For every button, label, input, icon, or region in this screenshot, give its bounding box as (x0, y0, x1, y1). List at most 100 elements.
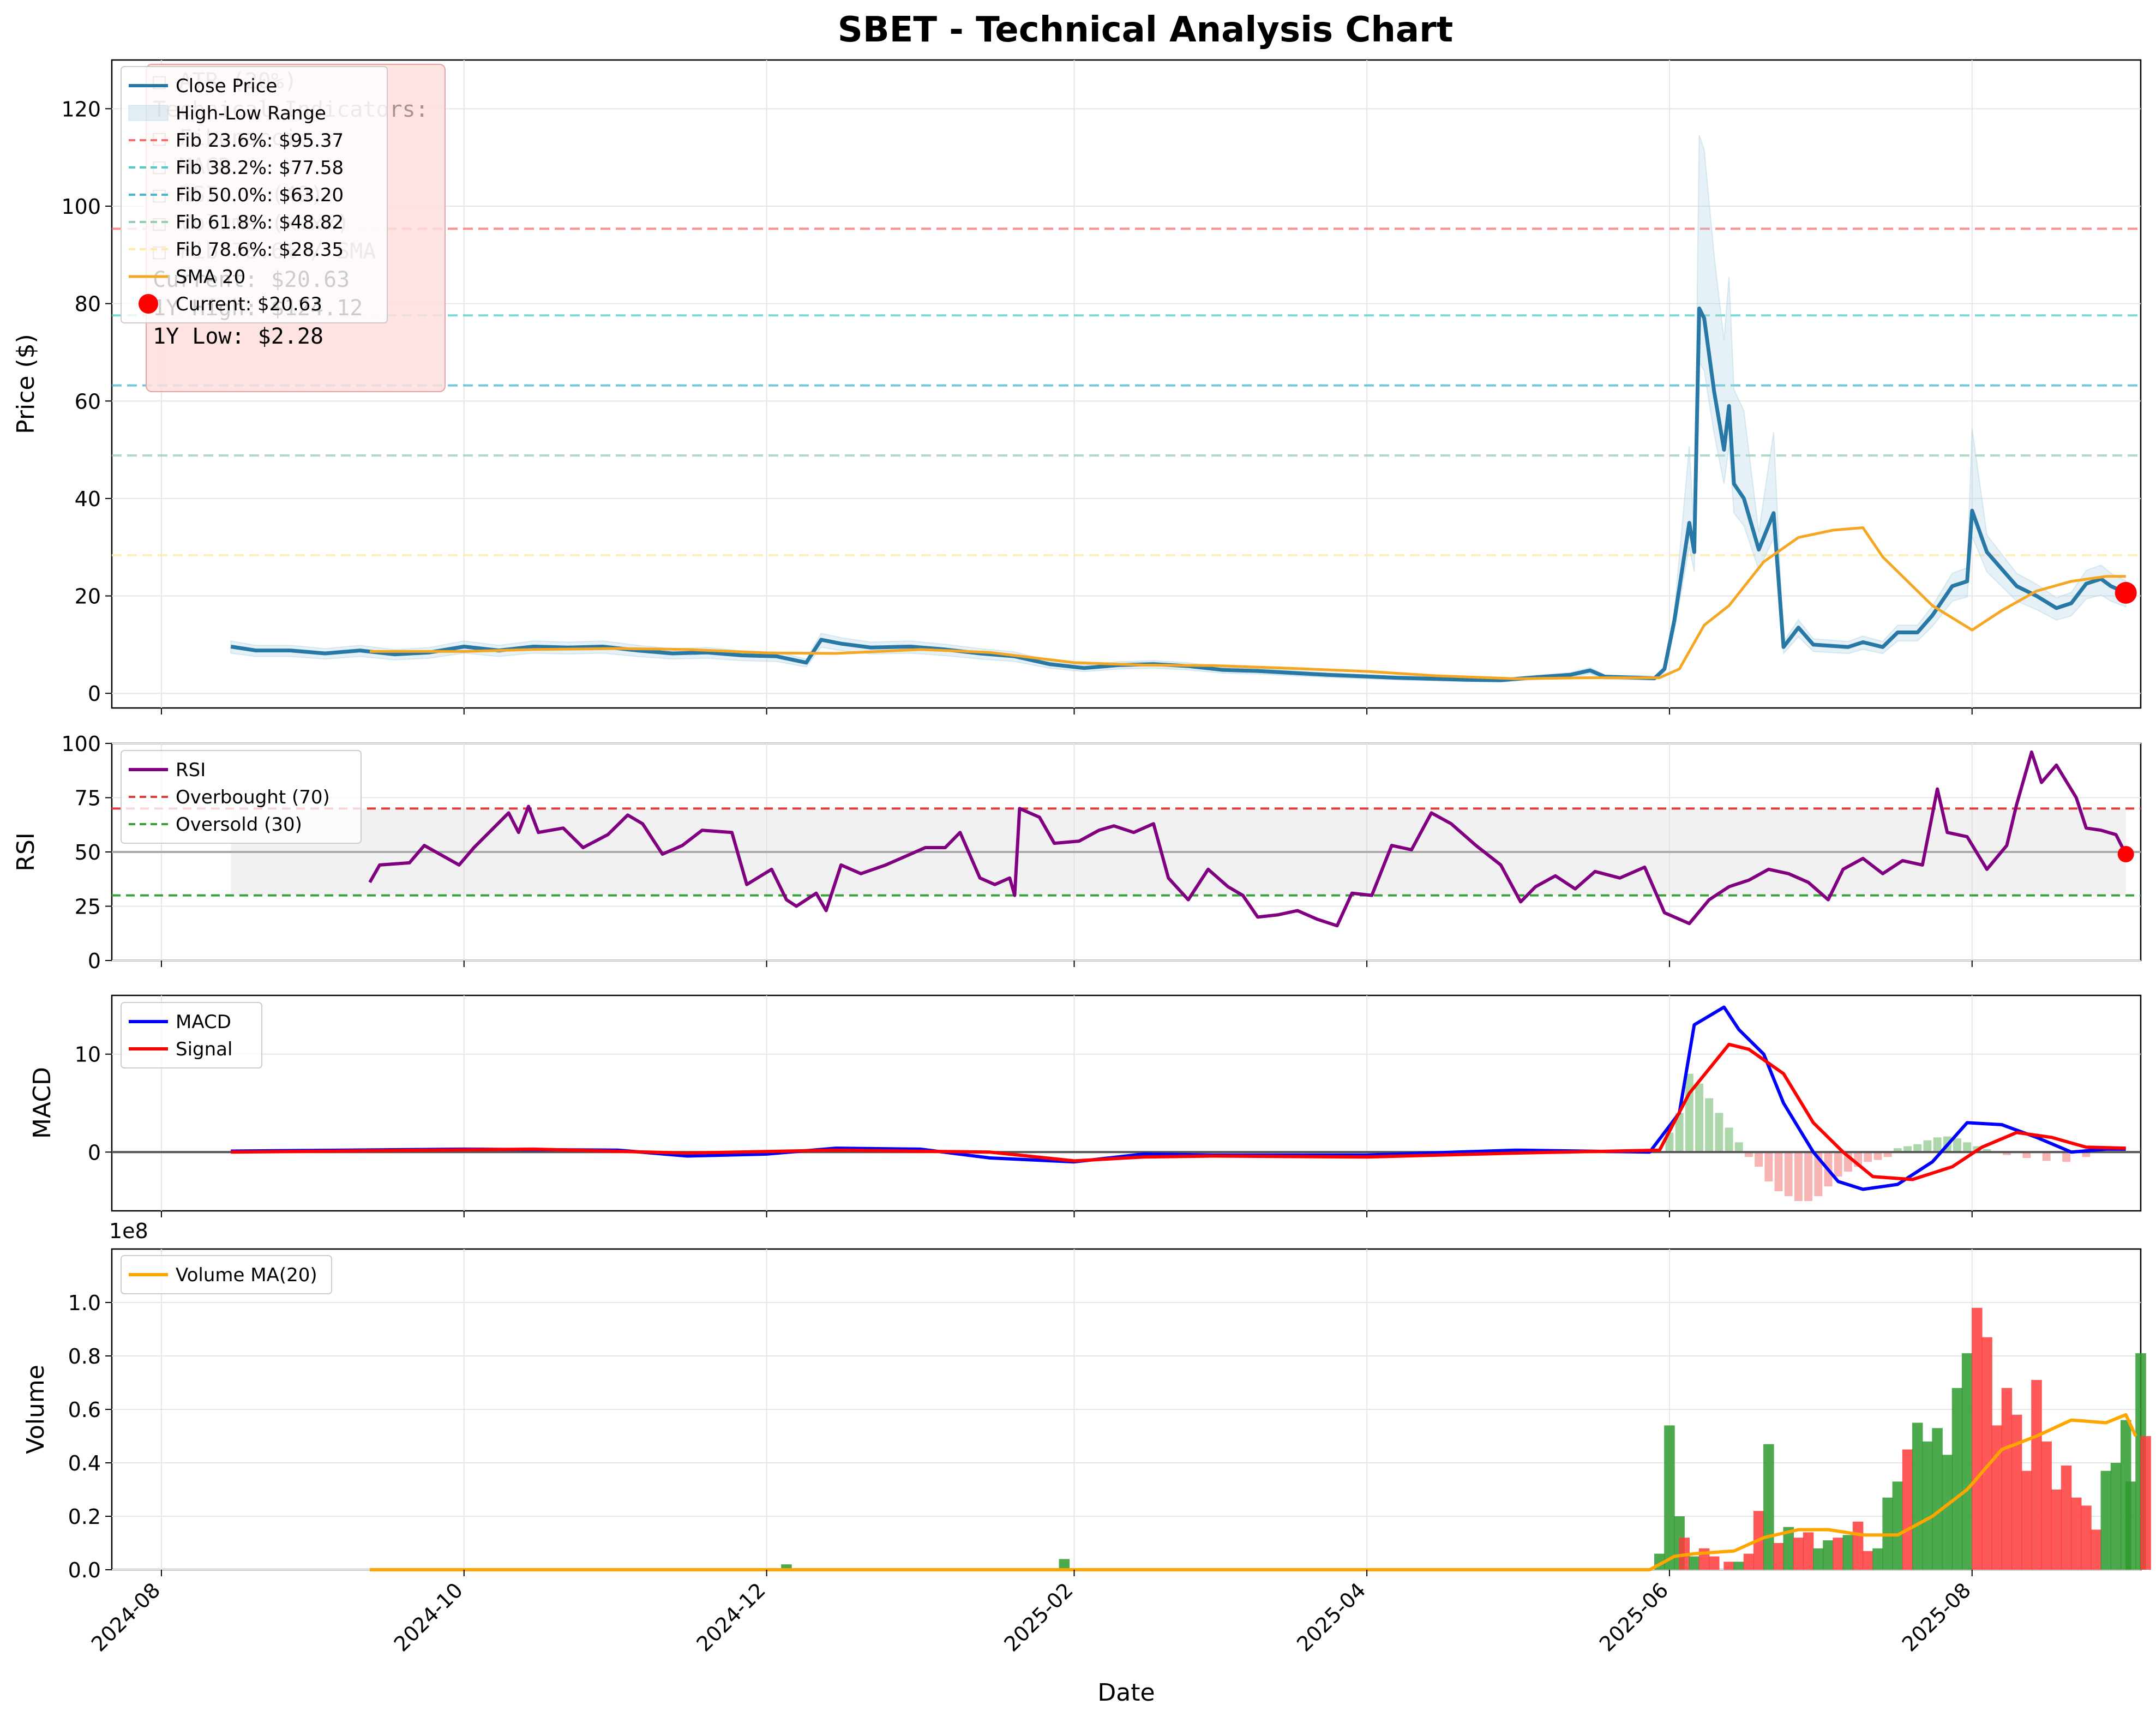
macd-histogram-bar (1695, 1083, 1703, 1152)
macd-histogram-bar (1873, 1152, 1882, 1160)
y-tick-label: 0.6 (68, 1398, 101, 1422)
price-legend: Close Price High-Low Range Fib 23.6%: $95.… (121, 66, 388, 323)
volume-bar (1833, 1538, 1843, 1570)
volume-bar (2011, 1414, 2022, 1570)
info-box-line: 1Y Low: $2.28 (153, 324, 323, 349)
y-tick-label: 80 (75, 292, 101, 316)
volume-bar (1892, 1481, 1903, 1570)
volume-bar (1813, 1548, 1824, 1570)
volume-bar (2041, 1441, 2052, 1570)
macd-histogram-bar (1963, 1142, 1972, 1152)
macd-histogram-bar (2022, 1152, 2031, 1158)
y-tick-label: 0 (88, 682, 101, 706)
macd-histogram-bar (2082, 1152, 2091, 1157)
legend-swatch (139, 294, 158, 314)
legend-entry: High-Low Range (176, 103, 326, 124)
volume-bar (2051, 1490, 2062, 1570)
macd-panel: 0 10 MACD MACD Signal (28, 994, 2142, 1217)
volume-bar (1951, 1388, 1963, 1570)
macd-histogram-bar (1794, 1152, 1803, 1202)
volume-bar (1823, 1540, 1834, 1570)
legend-entry: MACD (176, 1011, 231, 1033)
macd-histogram-bar (1774, 1152, 1783, 1192)
volume-bar (1773, 1543, 1784, 1570)
macd-histogram-bar (1784, 1152, 1793, 1197)
y-tick-label: 0.2 (68, 1505, 101, 1529)
legend-entry: Current: $20.63 (176, 293, 322, 315)
y-tick-label: 120 (61, 97, 101, 121)
legend-frame (121, 1002, 262, 1068)
macd-histogram-bar (1734, 1142, 1743, 1152)
price-y-axis-label: Price ($) (12, 334, 40, 434)
volume-ma-line (370, 1413, 2137, 1571)
y-tick-label: 10 (75, 1043, 101, 1067)
legend-entry: Volume MA(20) (176, 1264, 317, 1286)
volume-bar (1932, 1428, 1943, 1570)
volume-bar (1972, 1307, 1983, 1570)
macd-histogram-bar (1764, 1152, 1773, 1182)
chart-title: SBET - Technical Analysis Chart (838, 10, 1454, 50)
macd-histogram-bar (1814, 1152, 1823, 1197)
macd-histogram-bar (1675, 1113, 1684, 1152)
volume-bar (1981, 1337, 1992, 1570)
volume-bar (1059, 1559, 1070, 1570)
volume-bar (2125, 1481, 2136, 1570)
macd-histogram-bar (1755, 1152, 1763, 1167)
macd-histogram-bar (2002, 1152, 2011, 1155)
volume-bar (2100, 1470, 2112, 1570)
macd-histogram-bar (1725, 1127, 1733, 1152)
macd-histogram-bar (1804, 1152, 1813, 1202)
volume-bar (2140, 1436, 2151, 1570)
volume-bar (2110, 1463, 2122, 1570)
current-price-marker (2115, 581, 2137, 604)
volume-bar (1763, 1444, 1774, 1570)
volume-exponent-label: 1e8 (109, 1219, 148, 1243)
y-tick-label: 0.4 (68, 1451, 101, 1475)
volume-bar (2081, 1505, 2092, 1570)
volume-bar (2091, 1529, 2101, 1570)
macd-histogram-bar (1864, 1152, 1872, 1162)
signal-line (231, 1042, 2126, 1181)
volume-bar (1793, 1538, 1804, 1570)
rsi-line (368, 750, 2128, 928)
legend-entry: Close Price (176, 75, 277, 97)
volume-bar (1709, 1556, 1720, 1570)
legend-entry: Fib 78.6%: $28.35 (176, 239, 344, 261)
macd-histogram-bar (1953, 1138, 1961, 1152)
legend-entry: Oversold (30) (176, 814, 302, 836)
macd-line (231, 1005, 2126, 1191)
volume-bar (2001, 1388, 2013, 1570)
y-tick-label: 0 (88, 1140, 101, 1164)
macd-legend: MACD Signal (121, 1002, 262, 1068)
macd-histogram-bar (1705, 1098, 1714, 1152)
volume-bar (1942, 1455, 1953, 1570)
macd-histogram-bar (1983, 1149, 1991, 1152)
legend-frame (121, 66, 388, 323)
volume-bar (1803, 1532, 1814, 1570)
volume-bar (1783, 1527, 1794, 1570)
volume-panel: 0.0 0.2 0.4 0.6 0.8 1.0 1e8 Volume Volume MA(… (22, 1219, 2151, 1582)
volume-legend: Volume MA(20) (121, 1255, 332, 1294)
volume-bar (1991, 1425, 2002, 1570)
legend-entry: SMA 20 (176, 266, 245, 288)
y-tick-label: 100 (61, 732, 101, 756)
volume-bar (1902, 1449, 1913, 1570)
volume-bar (1912, 1422, 1923, 1570)
volume-bar (1862, 1551, 1873, 1570)
close-price-line (230, 307, 2127, 682)
volume-bar (1872, 1548, 1883, 1570)
y-tick-label: 0.8 (68, 1344, 101, 1368)
sma-20-line (370, 526, 2126, 680)
y-tick-label: 25 (75, 895, 101, 919)
macd-histogram-bar (1933, 1137, 1942, 1152)
y-tick-label: 60 (75, 389, 101, 413)
macd-histogram-bar (1745, 1152, 1753, 1157)
rsi-legend: RSI Overbought (70) Oversold (30) (121, 750, 362, 844)
legend-frame (121, 1255, 332, 1294)
y-tick-label: 1.0 (68, 1291, 101, 1315)
legend-entry: Fib 61.8%: $48.82 (176, 212, 344, 233)
legend-swatch (128, 105, 169, 121)
legend-entry: Signal (176, 1038, 232, 1060)
